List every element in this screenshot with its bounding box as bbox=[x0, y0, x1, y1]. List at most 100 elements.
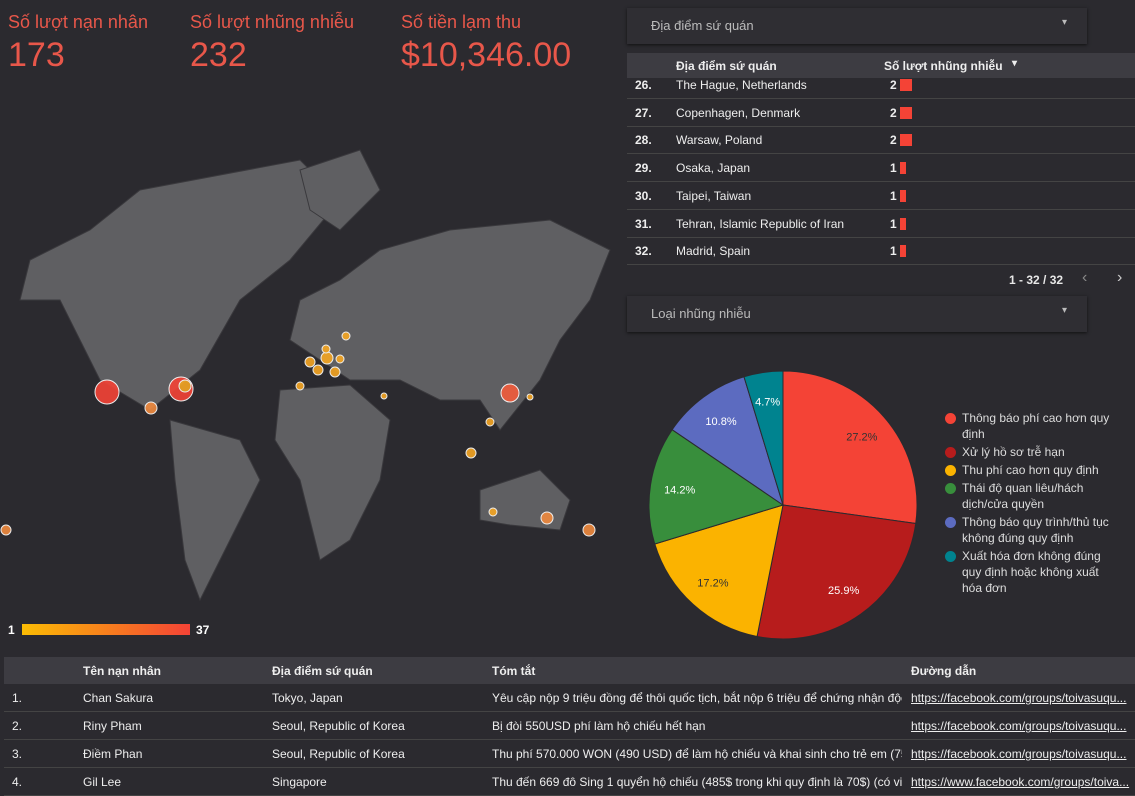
score-value: $10,346.00 bbox=[401, 36, 572, 74]
victim-name: Điềm Phan bbox=[83, 747, 143, 761]
summary: Thu phí 570.000 WON (490 USD) để làm hộ … bbox=[492, 747, 902, 761]
table-row: 3. Điềm Phan Seoul, Republic of Korea Thu p… bbox=[4, 740, 1135, 768]
legend-label: Thái độ quan liêu/hách dịch/cửa quyền bbox=[962, 481, 1084, 511]
count: 1 bbox=[890, 244, 897, 259]
row-index: 4. bbox=[12, 775, 23, 789]
embassy-name: Copenhagen, Denmark bbox=[676, 105, 801, 120]
embassy-name: The Hague, Netherlands bbox=[676, 78, 807, 92]
pie-chart: 27.2% 25.9% 17.2% 14.2% 10.8% 4.7% bbox=[648, 370, 918, 640]
legend-item: Thông báo phí cao hơn quy định bbox=[945, 410, 1110, 442]
column-header[interactable]: Đường dẫn bbox=[911, 664, 977, 678]
count: 2 bbox=[890, 78, 897, 92]
row-index: 27. bbox=[635, 105, 652, 120]
filter-label: Địa điểm sứ quán bbox=[651, 18, 754, 33]
count-bar bbox=[900, 189, 906, 202]
row-index: 2. bbox=[12, 719, 23, 733]
embassy: Seoul, Republic of Korea bbox=[272, 747, 405, 761]
victim-name: Riny Pham bbox=[83, 719, 142, 733]
sort-arrow: ▾ bbox=[1012, 58, 1018, 69]
legend-item: Thái độ quan liêu/hách dịch/cửa quyền bbox=[945, 480, 1110, 512]
count: 1 bbox=[890, 216, 897, 231]
slice-label: 27.2% bbox=[846, 431, 877, 443]
legend-item: Thu phí cao hơn quy định bbox=[945, 462, 1110, 478]
map-legend: 1 37 bbox=[8, 623, 210, 637]
count: 1 bbox=[890, 188, 897, 203]
pie-slice bbox=[782, 370, 918, 525]
row-index: 29. bbox=[635, 161, 652, 176]
row-index: 3. bbox=[12, 747, 23, 761]
filter-label: Loại nhũng nhiễu bbox=[651, 306, 751, 321]
column-header[interactable]: Địa điểm sứ quán bbox=[272, 664, 373, 678]
legend-min: 1 bbox=[8, 623, 15, 637]
slice-label: 4.7% bbox=[755, 397, 780, 409]
column-header[interactable]: Số lượt nhũng nhiễu bbox=[884, 59, 1003, 73]
count-bar bbox=[900, 245, 906, 258]
link[interactable]: https://facebook.com/groups/toivasuqu... bbox=[911, 747, 1127, 761]
row-index: 28. bbox=[635, 133, 652, 148]
table-row: 28. Warsaw, Poland 2 bbox=[627, 126, 1135, 155]
victim-name: Gil Lee bbox=[83, 775, 122, 789]
embassy: Tokyo, Japan bbox=[272, 691, 343, 705]
embassy-name: Tehran, Islamic Republic of Iran bbox=[676, 216, 845, 231]
legend-item: Thông báo quy trình/thủ tục không đúng q… bbox=[945, 514, 1110, 546]
victims-table: Tên nạn nhân Địa điểm sứ quán Tóm tắt Đư… bbox=[4, 657, 1135, 796]
row-index: 26. bbox=[635, 78, 652, 92]
count: 2 bbox=[890, 105, 897, 120]
prev-page[interactable]: ‹ bbox=[1082, 269, 1088, 286]
legend-item: Xử lý hồ sơ trễ hạn bbox=[945, 444, 1110, 460]
legend-label: Thông báo phí cao hơn quy định bbox=[962, 411, 1110, 441]
table-row: 4. Gil Lee Singapore Thu đến 669 đô Sing 1 … bbox=[4, 768, 1135, 796]
summary: Bị đòi 550USD phí làm hộ chiếu hết hạn bbox=[492, 719, 706, 733]
column-header[interactable]: Tên nạn nhân bbox=[83, 664, 161, 678]
count: 1 bbox=[890, 161, 897, 176]
table-row: 26. The Hague, Netherlands 2 bbox=[627, 71, 1135, 99]
pie-slice bbox=[654, 504, 784, 638]
slice-label: 25.9% bbox=[828, 585, 859, 597]
score-label: Số lượt nhũng nhiễu bbox=[190, 12, 354, 32]
row-index: 30. bbox=[635, 188, 652, 203]
embassy-name: Warsaw, Poland bbox=[676, 133, 763, 148]
map bbox=[0, 149, 611, 602]
legend-swatch bbox=[945, 413, 956, 424]
embassy-name: Taipei, Taiwan bbox=[676, 188, 752, 203]
score-label: Số lượt nạn nhân bbox=[8, 12, 148, 32]
summary: Yêu cập nộp 9 triệu đồng để thôi quốc tị… bbox=[492, 691, 902, 705]
count-bar bbox=[900, 217, 906, 230]
column-header[interactable]: Tóm tắt bbox=[492, 664, 536, 678]
pagination: 1 - 32 / 32 bbox=[1009, 273, 1064, 287]
table-row: 30. Taipei, Taiwan 1 bbox=[627, 182, 1135, 210]
legend-swatch bbox=[945, 483, 956, 494]
link[interactable]: https://facebook.com/groups/toivasuqu... bbox=[911, 691, 1127, 705]
row-index: 1. bbox=[12, 691, 23, 705]
table-row: 27. Copenhagen, Denmark 2 bbox=[627, 99, 1135, 127]
legend-label: Xuất hóa đơn không đúng quy định hoặc kh… bbox=[962, 549, 1101, 595]
embassy-table: Địa điểm sứ quán Số lượt nhũng nhiễu ▾ 1… bbox=[627, 53, 1135, 293]
slice-label: 10.8% bbox=[705, 416, 736, 428]
legend-swatch bbox=[945, 447, 956, 458]
color-scale bbox=[22, 624, 190, 635]
table-header: Địa điểm sứ quán Số lượt nhũng nhiễu ▾ bbox=[627, 53, 1135, 78]
legend-max: 37 bbox=[196, 623, 210, 637]
link[interactable]: https://www.facebook.com/groups/toiva... bbox=[911, 775, 1130, 789]
legend-item: Xuất hóa đơn không đúng quy định hoặc kh… bbox=[945, 548, 1110, 596]
next-page[interactable]: › bbox=[1117, 269, 1123, 286]
legend-label: Thu phí cao hơn quy định bbox=[962, 463, 1099, 477]
link[interactable]: https://facebook.com/groups/toivasuqu... bbox=[911, 719, 1127, 733]
column-header[interactable]: Địa điểm sứ quán bbox=[676, 59, 777, 73]
table-row: 2. Riny Pham Seoul, Republic of Korea Bị đò… bbox=[4, 712, 1135, 740]
table-row: 31. Tehran, Islamic Republic of Iran 1 bbox=[627, 210, 1135, 238]
embassy-name: Osaka, Japan bbox=[676, 161, 751, 176]
table-header: Tên nạn nhân Địa điểm sứ quán Tóm tắt Đư… bbox=[4, 657, 1135, 684]
legend-label: Xử lý hồ sơ trễ hạn bbox=[962, 445, 1065, 459]
legend-swatch bbox=[945, 465, 956, 476]
table-row: 32. Madrid, Spain 1 bbox=[627, 237, 1135, 266]
score-value: 232 bbox=[190, 36, 247, 74]
embassy-name: Madrid, Spain bbox=[676, 244, 751, 259]
pie-slice bbox=[756, 504, 917, 640]
filter-dropdown[interactable]: Loại nhũng nhiễu ▾ bbox=[627, 296, 1087, 332]
row-index: 31. bbox=[635, 216, 652, 231]
count-bar bbox=[900, 162, 906, 175]
filter-dropdown[interactable]: Địa điểm sứ quán ▾ bbox=[627, 8, 1087, 44]
score-value: 173 bbox=[8, 36, 65, 74]
table-row: 29. Osaka, Japan 1 bbox=[627, 154, 1135, 183]
